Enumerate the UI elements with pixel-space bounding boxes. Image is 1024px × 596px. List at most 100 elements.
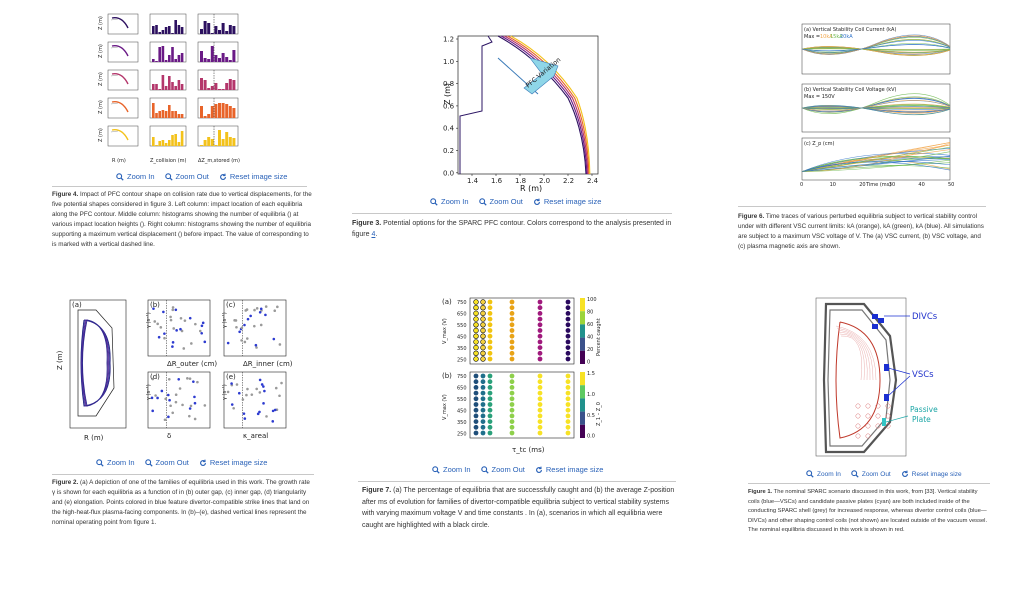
figure-1-image[interactable]: DIVCs VSCs Passive Plate [806,296,956,464]
histogram-bar [180,131,184,146]
histogram-bar [228,79,232,90]
figure-4-image[interactable]: Z (m) Z (m) Z (m) Z (m) Z (m) R (m) Z_collisio… [98,10,243,168]
equilibrium-point [263,389,266,393]
panel-frame [107,41,139,63]
scenario-dot [487,419,493,424]
scenario-dot [509,299,515,305]
scenario-dot [537,402,543,407]
scenario-dot [480,430,486,436]
histogram-bar [218,30,221,34]
pfc-contour-option [510,35,591,175]
equilibrium-point [203,340,207,344]
divc-coil [878,318,884,323]
scenario-dot [537,339,543,345]
colorbar-tick: 1.0 [587,392,595,398]
pfc-contour-option [507,35,590,175]
equilibrium-point [258,410,261,414]
histogram-bar [214,26,218,34]
zoom-out-button[interactable]: Zoom Out [144,458,189,467]
colorbar-tick: 0.0 [587,434,595,440]
coil-marker [865,423,871,429]
reset-image-size-button[interactable]: Reset image size [219,172,287,181]
scatter-ylabel: γ (s⁻¹) [222,384,228,400]
equilibrium-point [151,377,155,381]
histogram-bar [155,145,158,146]
reset-image-size-button[interactable]: Reset image size [199,458,267,467]
histogram-bar [177,142,181,146]
histogram-bar [177,25,181,34]
colorbar-segment [580,424,585,438]
histogram-bar [232,26,236,34]
zoom-out-button[interactable]: Zoom Out [164,172,209,181]
scenario-dot [487,373,493,379]
scenario-dot [509,350,515,356]
equilibrium-point [163,332,166,335]
zoom-out-button[interactable]: Zoom Out [478,197,523,206]
scenario-dot [473,385,479,390]
panel-frame [107,69,139,91]
scenario-dot [473,316,479,322]
figure-7-image[interactable]: (a) 750 650 550 450 350 250 100 80 60 40 20 0 (b) 750 6… [440,296,610,456]
zoom-in-button[interactable]: Zoom In [116,172,155,181]
histogram-bar [168,105,171,118]
zoom-in-button[interactable]: Zoom In [806,470,841,478]
equilibrium-point [235,325,238,329]
equilibrium-point [169,318,173,322]
equilibrium-point [278,394,281,398]
panel-a-label: (a) [72,301,82,309]
zoom-out-icon [480,465,489,474]
y-tick-label: 750 [457,300,467,306]
figure-4-link[interactable]: 4 [371,231,376,238]
reset-image-size-button[interactable]: Reset image size [535,465,603,474]
time-trace [801,159,951,172]
matrix-panel-label: (a) [442,298,452,306]
scenario-dot [509,339,515,345]
histogram-bar [210,46,214,62]
pfc-contour-option [497,35,587,175]
scenario-dot [487,424,493,430]
zoom-out-button[interactable]: Zoom Out [851,470,891,478]
equilibrium-point [167,377,171,381]
zoom-out-button[interactable]: Zoom Out [480,465,525,474]
time-trace [801,160,951,172]
zoom-in-icon [116,172,124,181]
scenario-dot [473,396,479,402]
equilibrium-point [174,308,178,312]
scenario-dot [480,419,486,424]
histogram-bar [228,60,232,62]
scenario-dot [537,413,543,419]
reset-image-size-button[interactable]: Reset image size [901,470,962,478]
zoom-in-button[interactable]: Zoom In [430,197,469,206]
scenario-dot [487,413,493,419]
scenario-dot [565,339,571,345]
zoom-in-button[interactable]: Zoom In [432,465,471,474]
histogram-bar [174,20,177,34]
colorbar-segment [580,372,585,386]
figure-4-divider [52,186,307,187]
equilibrium-point [180,329,184,333]
scenario-dot [565,345,571,350]
histogram-bar [210,86,214,90]
scenario-dot [487,430,493,436]
histogram-bar [225,83,229,90]
zoom-in-button[interactable]: Zoom In [96,458,135,467]
time-trace [801,105,951,110]
scenario-dot [565,305,571,311]
impact-curve [111,45,129,57]
figure-4-card: Z (m) Z (m) Z (m) Z (m) Z (m) R (m) Z_collisio… [90,10,320,260]
scenario-dot [487,402,493,407]
equilibrium-point [260,383,264,386]
histogram-bar [168,55,171,62]
x-tick-label: 2.2 [563,177,574,185]
reset-icon [535,466,542,473]
figure-3-image[interactable]: 1.4 1.6 1.8 2.0 2.2 2.4 1.2 1.0 0.8 0.6 0.4 0.2 0.0 R… [436,32,606,192]
equilibrium-point [186,377,189,380]
figure-6-image[interactable]: (a) Vertical Stability Coil Current (kA)… [786,20,956,188]
scenario-dot [565,333,571,339]
histogram-bar [164,60,168,62]
scenario-dot [565,396,571,402]
reset-image-size-button[interactable]: Reset image size [533,197,601,206]
figure-2-image[interactable]: (a) R (m) Z (m) (b) ΔR_outer (cm) γ (s⁻¹) (c) Δ… [56,298,296,448]
coil-marker [885,403,891,409]
scatter-xlabel: ΔR_inner (cm) [243,360,293,368]
